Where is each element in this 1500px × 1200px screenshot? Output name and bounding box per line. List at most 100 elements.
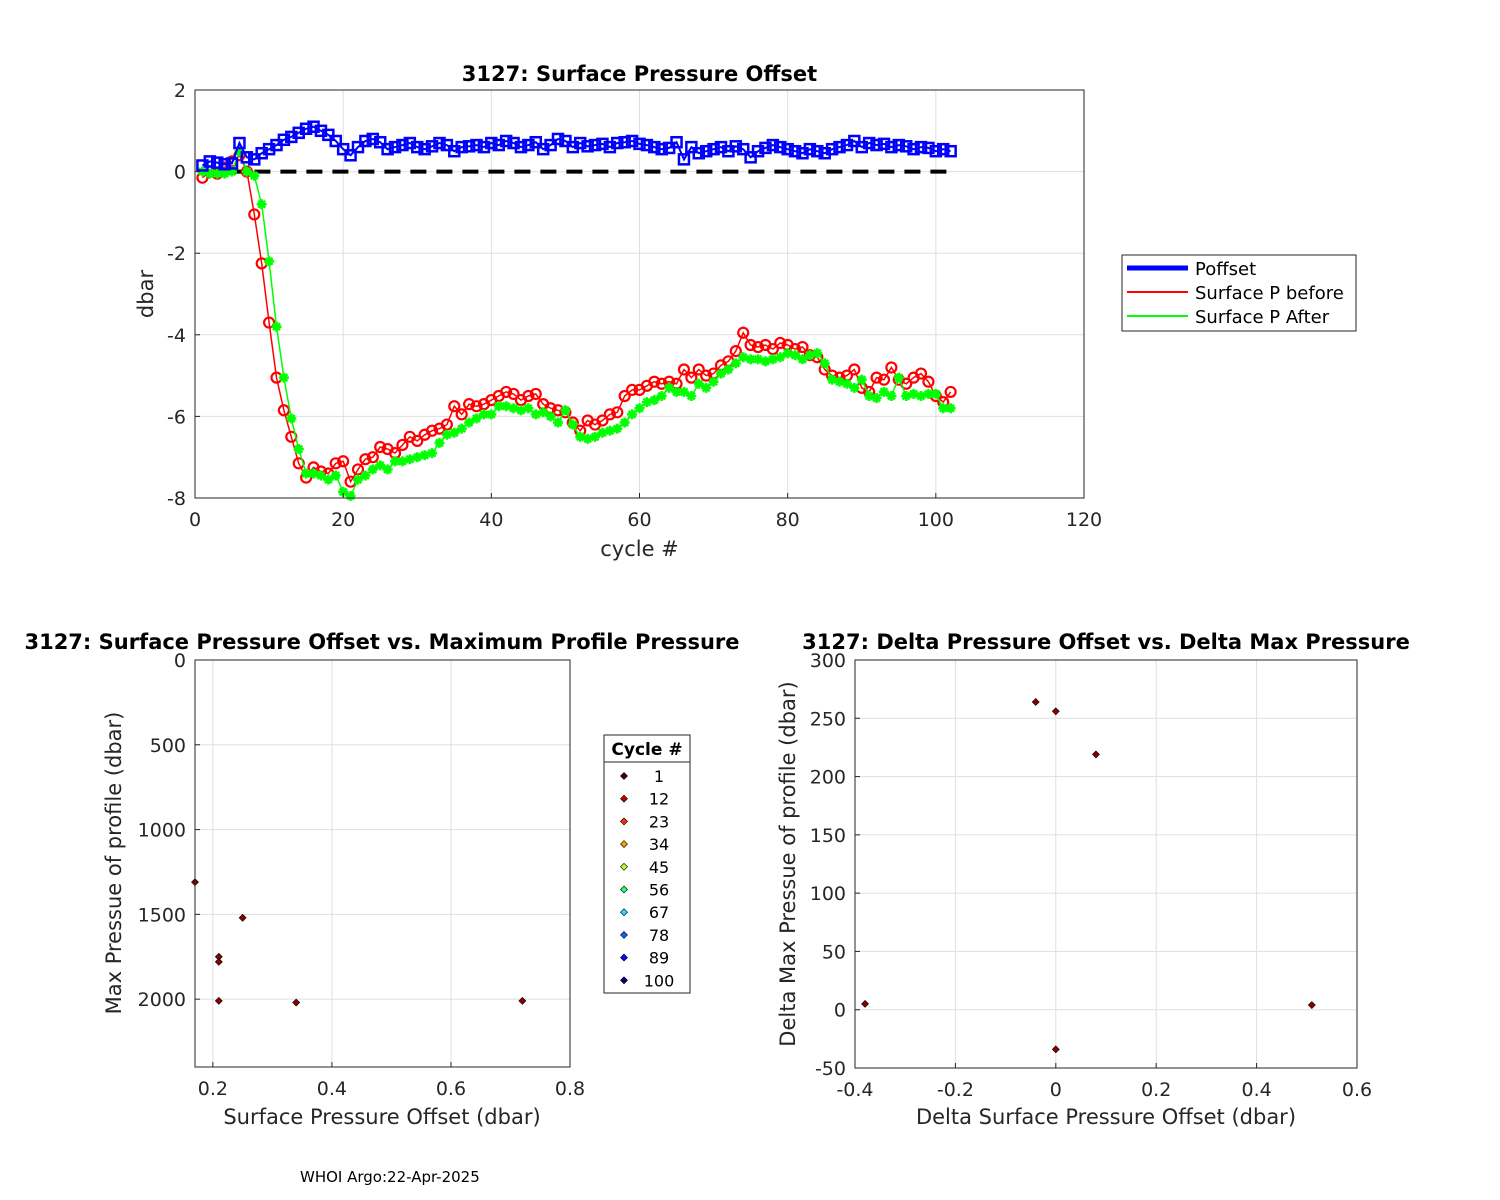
surface-p-after-point [553,417,564,428]
p2-y-axis-label: Max Pressue of profile (dbar) [102,712,126,1015]
surface-p-before-point [603,408,616,421]
surface-p-before-point [677,363,691,376]
p2-scatter-point [214,957,223,966]
surface-p-after-point [627,409,638,420]
p2-points [191,878,527,1007]
surface-p-after-point [501,401,512,412]
surface-p-after-point [493,401,504,412]
surface-p-after-point [271,321,282,332]
poffset-point [862,136,876,150]
surface-p-after-point [908,388,919,399]
p3-x-tick-label: -0.2 [937,1079,974,1101]
poffset-point [625,134,639,148]
poffset-point [870,138,883,152]
p3-y-tick-label: 50 [822,941,846,963]
delta-offset-vs-delta-max-panel: -0.4 -0.2 0 0.2 0.4 0.6 -50 0 50 100 150 200 250 300… [776,630,1410,1129]
surface-p-after-point [575,431,586,442]
poffset-point [329,134,343,148]
surface-p-before-point [625,383,639,396]
surface-p-after-point [345,490,356,501]
surface-p-before-point [685,371,698,384]
surface-p-after-point [849,382,860,393]
surface-p-after-point [819,358,830,369]
surface-p-after-point [449,427,460,438]
surface-p-before-point [507,387,520,401]
surface-p-after-point [782,348,793,359]
surface-p-after-point [330,470,341,481]
legend-poffset-label: Poffset [1195,259,1256,280]
surface-p-before-point [877,373,891,386]
surface-p-after-point [864,391,875,401]
p2-x-tick-label: 0.2 [198,1078,228,1100]
p3-scatter-point [1307,1001,1316,1009]
cycle-legend-label: 100 [644,971,675,990]
poffset-point [462,140,476,153]
poffset-point [499,134,513,148]
surface-p-after-point [945,403,956,414]
poffset-point [514,140,528,154]
p1-y-ticks: -8 -6 -4 -2 0 2 [167,80,200,510]
p2-x-tick-label: 0.6 [436,1078,466,1100]
poffset-point [640,138,654,152]
surface-p-after-point [412,452,423,463]
surface-p-after-point [375,460,386,471]
surface-p-before-point [277,404,290,417]
surface-p-after-point [612,423,623,434]
surface-p-after-point [590,431,601,442]
cycle-legend-marker [620,794,628,803]
poffset-point [418,142,431,156]
surface-p-after-point [315,470,326,481]
p1-x-tick-label: 120 [1066,509,1102,531]
p2-y-tick-label: 0 [174,650,186,672]
p3-y-tick-label: 300 [810,650,846,672]
surface-p-after-point [886,391,897,401]
surface-p-before-point [337,455,350,468]
surface-p-after-point [427,448,438,459]
surface-p-after-point [797,354,808,365]
poffset-point [522,138,535,152]
p3-x-tick-label: 0.6 [1342,1079,1372,1101]
surface-p-after-point [352,474,363,485]
surface-p-after-point [804,350,815,361]
poffset-point [929,144,943,158]
surface-p-after-point [649,395,660,406]
surface-p-after-point [456,423,467,434]
p2-x-ticks: 0.2 0.4 0.6 0.8 [198,1062,585,1100]
poffset-point [885,140,898,154]
poffset-point [611,136,624,150]
p3-x-tick-label: 0.4 [1241,1079,1271,1101]
surface-p-before-point [596,414,609,427]
surface-p-after-point [656,391,667,401]
p3-scatter-point [1092,750,1100,759]
p2-scatter-point [238,913,247,922]
surface-p-before-point [374,440,387,454]
surface-p-before-point [692,363,705,376]
p1-x-tick-label: 60 [627,509,651,531]
cycle-legend-marker [620,885,628,894]
poffset-point [670,135,683,149]
p2-scatter-point [214,996,223,1005]
surface-p-after-point [486,409,497,420]
cycle-legend-label: 56 [649,881,669,900]
p2-y-ticks: 0 500 1000 1500 2000 [138,650,200,1011]
p3-scatter-point [1051,707,1060,716]
p2-axes-box [194,659,571,1068]
poffset-point [203,155,217,168]
poffset-point [774,140,787,154]
p2-title: 3127: Surface Pressure Offset vs. Maximu… [24,630,739,654]
surface-p-after-point [567,419,578,430]
surface-p-after-point [597,427,608,438]
surface-p-before-point [455,408,468,421]
p1-x-ticks: 0 20 40 60 80 100 120 [189,493,1102,531]
surface-p-after-point [219,168,230,179]
offset-vs-max-pressure-panel: 0.2 0.4 0.6 0.8 0 500 1000 1500 2000 3127: Surf… [24,630,739,1129]
p3-scatter-point [1031,698,1040,706]
poffset-point [529,135,543,149]
poffset-point [470,138,483,152]
surface-p-after-point [856,374,867,385]
cycle-legend-label: 67 [649,903,669,922]
surface-p-after-point [278,372,289,383]
surface-p-before-point [329,457,342,470]
p3-y-tick-label: -50 [815,1058,846,1080]
p1-x-tick-label: 40 [479,509,503,531]
